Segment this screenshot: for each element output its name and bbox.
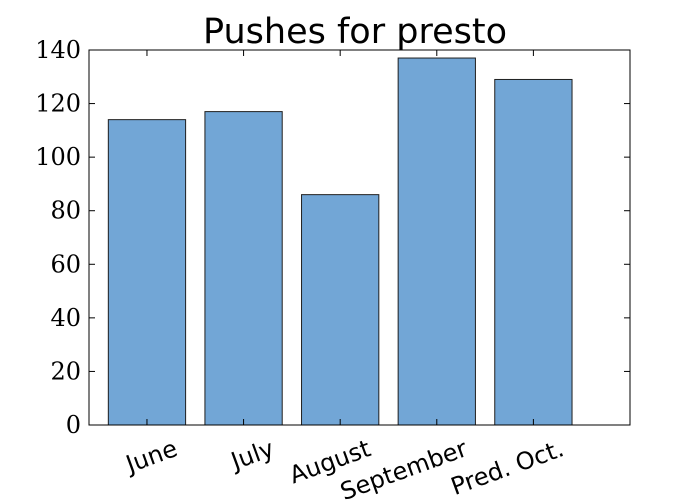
bar-august [301,194,380,426]
bars-layer [107,57,573,426]
plot-area-frame [88,49,631,426]
y-tick-label: 20 [50,357,81,385]
bar-july [204,111,283,426]
y-tick-label: 60 [50,250,81,278]
bar-june [107,119,187,426]
y-tick-label: 80 [50,197,81,225]
y-tick-label: 0 [66,411,81,439]
chart-title: Pushes for presto [203,12,507,52]
bar-september [397,57,476,426]
y-tick-label: 140 [35,36,81,64]
bar-pred-oct [494,78,573,426]
y-axis-ticks: 0 20 40 60 80 100 120 140 [35,36,630,439]
y-tick-label: 120 [35,90,81,118]
y-tick-label: 40 [50,304,81,332]
y-tick-label: 100 [35,143,81,171]
